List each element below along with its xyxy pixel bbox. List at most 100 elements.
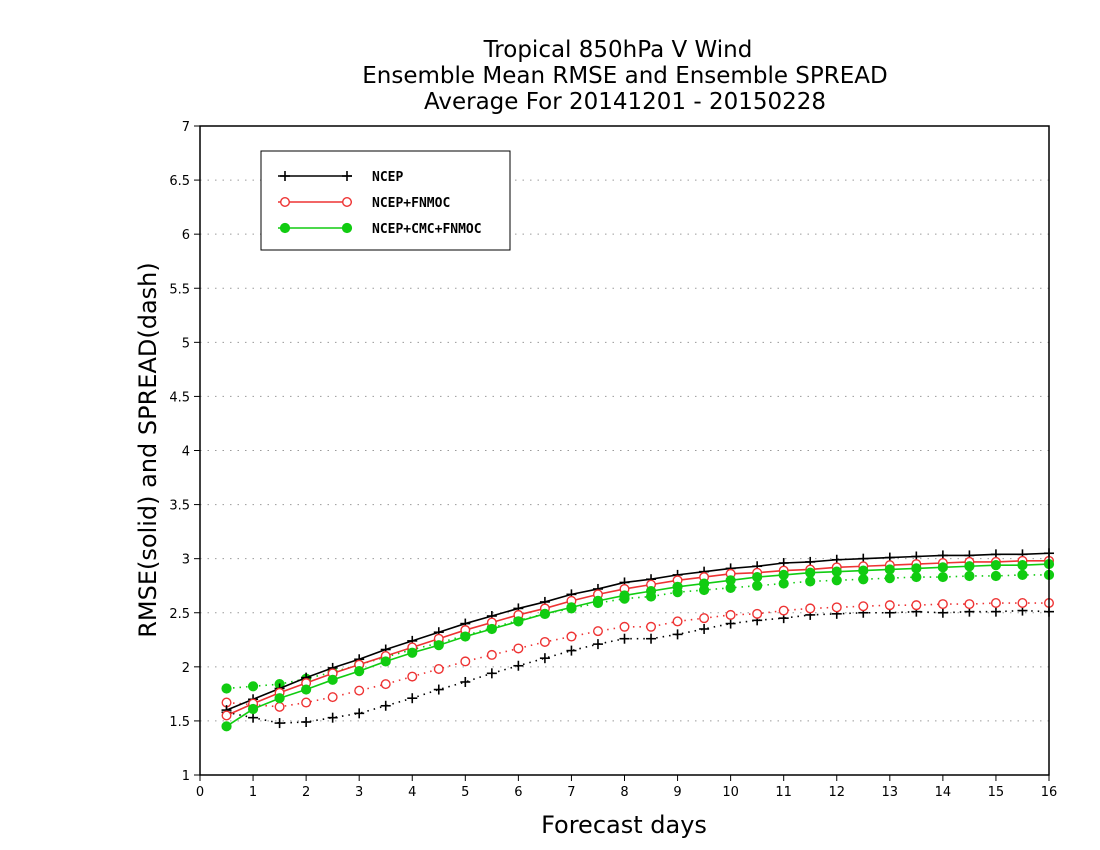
ncep-spread-point <box>699 623 710 634</box>
ncep-cmc-fnmoc-rmse-point <box>831 566 842 577</box>
ncep-spread-point <box>327 712 338 723</box>
ncep-cmc-fnmoc-rmse-point <box>566 602 577 613</box>
ncep-fnmoc-spread-point <box>433 663 444 674</box>
x-tick-label: 16 <box>1041 785 1058 800</box>
ncep-fnmoc-spread-point <box>725 609 736 620</box>
y-tick-label: 1.5 <box>169 715 190 730</box>
ncep-cmc-fnmoc-rmse-point <box>752 571 763 583</box>
ncep-cmc-fnmoc-spread-point <box>752 580 763 591</box>
y-tick-label: 6 <box>182 228 190 243</box>
ncep-fnmoc-spread-point <box>858 601 869 612</box>
ncep-cmc-fnmoc-rmse-line <box>226 563 1050 727</box>
ncep-cmc-fnmoc-rmse-point <box>486 623 497 635</box>
ncep-fnmoc-spread-point <box>752 608 763 619</box>
ncep-fnmoc-spread-point <box>990 598 1001 609</box>
ncep-cmc-fnmoc-rmse-point <box>274 693 285 704</box>
ncep-cmc-fnmoc-rmse-point <box>592 595 604 606</box>
ncep-spread-point <box>672 629 683 640</box>
legend-marker <box>279 222 291 234</box>
ncep-fnmoc-spread-point <box>646 621 657 632</box>
ncep-cmc-fnmoc-spread-point <box>911 571 922 583</box>
ncep-fnmoc-spread-point <box>380 679 391 690</box>
ncep-cmc-fnmoc-rmse-point <box>301 684 312 695</box>
chart-title-line-1: Tropical 850hPa V Wind <box>483 37 753 63</box>
y-axis-ticks: 1 1.5 2 2.5 3 3.5 4 4.5 5 5.5 6 6.5 7 <box>169 120 200 784</box>
ncep-cmc-fnmoc-spread-line <box>226 574 1049 690</box>
legend-marker <box>280 196 291 207</box>
ncep-spread-point <box>407 693 418 704</box>
ncep-cmc-fnmoc-spread-point <box>1017 569 1028 580</box>
x-tick-label: 1 <box>249 785 257 800</box>
legend-box <box>260 150 511 251</box>
ncep-spread-point <box>486 668 497 679</box>
ncep-fnmoc-spread-point <box>407 671 418 682</box>
ncep-cmc-fnmoc-rmse-point <box>433 640 444 651</box>
ncep-cmc-fnmoc-rmse-point <box>645 586 657 597</box>
x-tick-label: 5 <box>461 785 469 800</box>
ncep-spread-point <box>301 716 312 727</box>
ncep-spread-point <box>274 718 285 729</box>
ncep-spread-point <box>725 618 736 629</box>
ncep-fnmoc-spread-point <box>566 631 577 642</box>
ncep-cmc-fnmoc-rmse-point <box>354 666 365 677</box>
ncep-cmc-fnmoc-spread-point <box>990 570 1002 582</box>
ncep-fnmoc-spread-point <box>460 656 471 667</box>
ncep-cmc-fnmoc-rmse-point <box>327 674 338 685</box>
x-axis-label: Forecast days <box>541 811 707 839</box>
ncep-fnmoc-spread-point <box>937 599 948 610</box>
ncep-cmc-fnmoc-rmse-point <box>513 616 524 627</box>
ncep-fnmoc-spread-point <box>884 600 895 611</box>
ncep-cmc-fnmoc-rmse-point <box>672 581 683 592</box>
ncep-fnmoc-rmse-point <box>221 710 232 721</box>
ncep-cmc-fnmoc-spread-point <box>937 571 948 583</box>
ncep-fnmoc-spread-point <box>805 603 816 614</box>
ncep-spread-point <box>248 712 259 723</box>
ncep-fnmoc-spread-point <box>513 643 524 654</box>
ncep-fnmoc-spread-point <box>354 685 365 696</box>
ncep-spread-series <box>221 605 1054 729</box>
legend-entry-ncep: NCEP <box>278 170 403 185</box>
ncep-fnmoc-spread-point <box>964 599 975 610</box>
ncep-cmc-fnmoc-rmse-point <box>805 567 816 578</box>
ncep-fnmoc-spread-point <box>831 602 842 613</box>
ncep-fnmoc-spread-point <box>274 701 285 712</box>
y-tick-label: 4.5 <box>169 390 190 405</box>
ncep-cmc-fnmoc-rmse-point <box>990 560 1002 571</box>
ncep-fnmoc-spread-point <box>1017 598 1028 609</box>
ncep-cmc-fnmoc-rmse-point <box>221 721 232 732</box>
x-tick-label: 7 <box>567 785 575 800</box>
legend-marker <box>280 171 290 181</box>
y-tick-label: 7 <box>182 120 190 135</box>
x-tick-label: 4 <box>408 785 416 800</box>
x-tick-label: 2 <box>302 785 310 800</box>
y-tick-label: 5 <box>182 336 190 351</box>
ncep-cmc-fnmoc-spread-point <box>831 575 842 586</box>
chart-title: Tropical 850hPa V Wind Ensemble Mean RMS… <box>362 37 887 115</box>
ncep-cmc-fnmoc-spread-point <box>805 576 816 587</box>
x-tick-label: 0 <box>196 785 204 800</box>
ncep-cmc-fnmoc-rmse-point <box>407 647 418 658</box>
ncep-cmc-fnmoc-rmse-point <box>247 703 259 715</box>
ncep-cmc-fnmoc-rmse-point <box>884 564 895 575</box>
legend-marker <box>341 222 353 234</box>
ncep-rmse-series <box>221 548 1054 716</box>
ncep-spread-point <box>937 607 948 618</box>
y-axis-label: RMSE(solid) and SPREAD(dash) <box>134 262 162 638</box>
ncep-spread-line <box>226 609 1050 724</box>
y-tick-label: 3 <box>182 553 190 568</box>
ncep-fnmoc-spread-line <box>226 602 1049 708</box>
ncep-fnmoc-spread-point <box>699 613 710 624</box>
ncep-spread-point <box>539 653 550 664</box>
ncep-spread-point <box>433 684 444 695</box>
ncep-spread-point <box>592 639 603 650</box>
ncep-spread-point <box>646 633 657 644</box>
legend: NCEP NCEP+FNMOC NCEP+CMC+FNMOC <box>260 150 511 251</box>
chart-title-line-2: Ensemble Mean RMSE and Ensemble SPREAD <box>362 63 887 89</box>
x-tick-label: 3 <box>355 785 363 800</box>
ncep-cmc-fnmoc-spread-point <box>884 573 895 584</box>
x-axis-ticks: 0 1 2 3 4 5 6 7 8 9 10 11 12 13 14 15 16 <box>196 775 1057 800</box>
ncep-spread-point <box>566 645 577 656</box>
y-tick-label: 5.5 <box>169 282 190 297</box>
chart-title-line-3: Average For 20141201 - 20150228 <box>424 89 826 115</box>
x-tick-label: 6 <box>514 785 522 800</box>
